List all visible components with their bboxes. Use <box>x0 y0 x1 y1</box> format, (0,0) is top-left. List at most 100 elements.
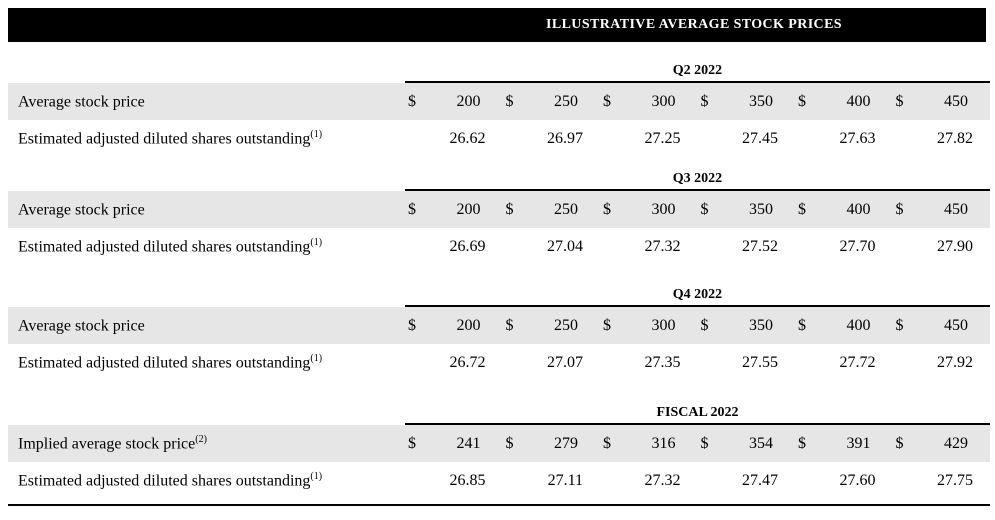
shares-value: 27.35 <box>644 354 681 371</box>
currency-symbol: $ <box>603 434 611 452</box>
shares-value: 27.45 <box>742 130 778 147</box>
shares-cell: 27.92 <box>893 354 991 372</box>
currency-symbol: $ <box>895 434 904 452</box>
shares-cell: 27.82 <box>893 130 991 148</box>
currency-symbol: $ <box>798 200 806 218</box>
price-cell: $354 <box>698 435 796 453</box>
price-value: 350 <box>749 92 773 110</box>
price-cell: $400 <box>795 93 893 111</box>
shares-value: 26.85 <box>449 472 486 489</box>
price-value: 450 <box>944 92 968 110</box>
report-title: ILLUSTRATIVE AVERAGE STOCK PRICES <box>545 17 842 32</box>
price-value: 400 <box>846 92 871 110</box>
price-value: 300 <box>651 316 676 334</box>
currency-symbol: $ <box>895 200 904 218</box>
price-cell: $200 <box>405 317 503 335</box>
footnote-marker: (1) <box>310 353 323 365</box>
shares-value: 27.25 <box>644 130 681 147</box>
row-label: Average stock price <box>8 316 405 335</box>
price-value: 350 <box>749 200 773 218</box>
row-label-text: Estimated adjusted diluted shares outsta… <box>18 130 311 148</box>
shares-value: 27.82 <box>937 130 973 147</box>
price-cell: $316 <box>600 435 698 453</box>
price-cell: $300 <box>600 201 698 219</box>
section-header-spacer <box>8 284 405 307</box>
price-value: 300 <box>651 200 676 218</box>
row-label-text: Average stock price <box>18 317 145 335</box>
shares-row: Estimated adjusted diluted shares outsta… <box>8 228 990 266</box>
shares-cell: 27.32 <box>600 238 698 256</box>
shares-cell: 27.72 <box>795 354 893 372</box>
section-q3-2022: Q3 2022 Average stock price $200 $250 $3… <box>8 168 990 266</box>
price-cell: $450 <box>893 317 991 335</box>
currency-symbol: $ <box>700 434 709 452</box>
shares-cell: 27.11 <box>503 472 601 490</box>
price-value: 200 <box>456 92 481 110</box>
shares-value: 27.11 <box>547 472 583 489</box>
section-header-spacer <box>8 168 405 191</box>
shares-value: 27.92 <box>937 354 973 371</box>
price-cell: $400 <box>795 201 893 219</box>
price-cell: $250 <box>503 93 601 111</box>
shares-value: 27.75 <box>937 472 973 489</box>
price-value: 350 <box>749 316 773 334</box>
shares-cell: 27.60 <box>795 472 893 490</box>
price-value: 316 <box>651 434 676 452</box>
shares-value: 27.04 <box>547 238 583 255</box>
price-cell: $350 <box>698 201 796 219</box>
price-cell: $200 <box>405 93 503 111</box>
title-bar: ILLUSTRATIVE AVERAGE STOCK PRICES <box>8 8 986 42</box>
currency-symbol: $ <box>700 92 709 110</box>
currency-symbol: $ <box>408 434 416 452</box>
shares-cell: 27.55 <box>698 354 796 372</box>
currency-symbol: $ <box>408 316 416 334</box>
row-label-text: Average stock price <box>18 93 145 111</box>
shares-cell: 27.75 <box>893 472 991 490</box>
price-value: 400 <box>846 316 871 334</box>
price-value: 300 <box>651 92 676 110</box>
price-value: 250 <box>554 316 578 334</box>
price-row: Average stock price $200 $250 $300 $350 … <box>8 191 990 228</box>
section-header-spacer <box>8 402 405 425</box>
row-label-text: Implied average stock price <box>18 435 196 453</box>
price-cell: $279 <box>503 435 601 453</box>
row-label-text: Average stock price <box>18 201 145 219</box>
table-bottom-border <box>8 504 990 506</box>
shares-cell: 26.97 <box>503 130 601 148</box>
currency-symbol: $ <box>798 434 806 452</box>
price-cell: $429 <box>893 435 991 453</box>
currency-symbol: $ <box>700 200 709 218</box>
shares-cell: 27.63 <box>795 130 893 148</box>
currency-symbol: $ <box>798 316 806 334</box>
price-value: 391 <box>846 434 871 452</box>
currency-symbol: $ <box>408 92 416 110</box>
row-label: Estimated adjusted diluted shares outsta… <box>8 471 405 490</box>
shares-cell: 27.04 <box>503 238 601 256</box>
shares-cell: 26.72 <box>405 354 503 372</box>
price-value: 450 <box>944 316 968 334</box>
price-cell: $300 <box>600 317 698 335</box>
footnote-marker: (1) <box>310 129 323 141</box>
shares-cell: 26.62 <box>405 130 503 148</box>
row-label: Estimated adjusted diluted shares outsta… <box>8 129 405 148</box>
shares-value: 26.62 <box>449 130 486 147</box>
row-label: Estimated adjusted diluted shares outsta… <box>8 353 405 372</box>
row-label: Average stock price <box>8 92 405 111</box>
period-label: FISCAL 2022 <box>405 402 990 425</box>
price-value: 200 <box>456 200 481 218</box>
shares-value: 27.55 <box>742 354 778 371</box>
shares-value: 26.72 <box>449 354 486 371</box>
price-value: 400 <box>846 200 871 218</box>
section-header: Q3 2022 <box>8 168 990 191</box>
price-value: 241 <box>456 434 481 452</box>
section-header: Q2 2022 <box>8 60 990 83</box>
currency-symbol: $ <box>798 92 806 110</box>
section-q2-2022: Q2 2022 Average stock price $200 $250 $3… <box>8 60 990 158</box>
row-label: Estimated adjusted diluted shares outsta… <box>8 237 405 256</box>
shares-cell: 26.69 <box>405 238 503 256</box>
row-label-text: Estimated adjusted diluted shares outsta… <box>18 354 311 372</box>
period-label: Q2 2022 <box>405 60 990 83</box>
shares-cell: 27.90 <box>893 238 991 256</box>
stock-price-table: Q2 2022 Average stock price $200 $250 $3… <box>8 42 990 506</box>
shares-cell: 27.47 <box>698 472 796 490</box>
